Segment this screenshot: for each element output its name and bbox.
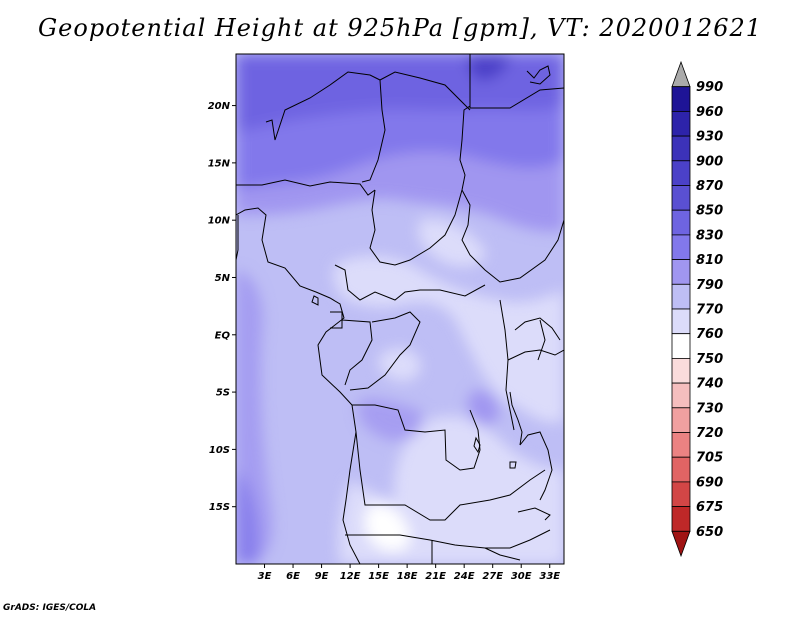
field-810-east bbox=[468, 390, 499, 426]
lon-tick-label: 12E bbox=[340, 571, 361, 582]
lon-tick-label: 24E bbox=[454, 571, 475, 582]
colorbar-cell bbox=[671, 481, 691, 507]
colorbar-label: 760 bbox=[696, 327, 723, 342]
colorbar-cell bbox=[671, 209, 691, 236]
lon-tick-label: 27E bbox=[482, 571, 503, 582]
colorbar-cell bbox=[671, 185, 691, 211]
field-830-ocean bbox=[236, 470, 259, 564]
lake-victoria bbox=[514, 317, 561, 341]
field-870 bbox=[468, 54, 510, 81]
sinai-coast bbox=[526, 65, 551, 85]
lake-victoria-east bbox=[537, 319, 546, 361]
lake-tanganyika bbox=[509, 391, 523, 446]
colorbar-label: 650 bbox=[696, 525, 723, 540]
plot-frame bbox=[235, 53, 565, 565]
colorbar-label: 740 bbox=[696, 377, 723, 392]
lat-tick-label: 20N bbox=[208, 101, 231, 112]
lat-tick-label: 10S bbox=[209, 445, 230, 456]
west-border bbox=[236, 215, 239, 261]
longitude-axis: 3E 6E 9E 12E 15E 18E 21E 24E 27E 30E 33E bbox=[258, 564, 560, 582]
latitude-axis: 20N 15N 10N 5N EQ 5S 10S 15S bbox=[208, 101, 236, 513]
colorbar-label: 850 bbox=[696, 204, 723, 219]
colorbar-label: 990 bbox=[696, 80, 723, 95]
lat-tick-label: 15N bbox=[208, 158, 231, 169]
lake-small bbox=[509, 461, 517, 469]
lon-tick-label: 18E bbox=[397, 571, 418, 582]
field-760 bbox=[364, 504, 411, 552]
colorbar-label: 870 bbox=[696, 179, 723, 194]
colorbar-cell bbox=[671, 234, 691, 260]
lon-tick-label: 6E bbox=[286, 571, 300, 582]
lat-tick-label: 10N bbox=[208, 216, 231, 227]
colorbar-label: 810 bbox=[696, 253, 723, 268]
colorbar-label: 790 bbox=[696, 278, 723, 293]
colorbar-cell bbox=[671, 283, 691, 310]
field-770-chad bbox=[418, 219, 486, 267]
colorbar-label: 690 bbox=[696, 475, 723, 490]
zimbabwe-border bbox=[484, 547, 521, 561]
gabon-congo-border bbox=[341, 319, 373, 386]
car-border bbox=[334, 264, 486, 301]
zambia-border bbox=[355, 431, 546, 521]
colorbar-cell bbox=[671, 333, 691, 359]
map-title: Geopotential Height at 925hPa [gpm], VT:… bbox=[38, 14, 762, 42]
colorbar-label: 770 bbox=[696, 303, 723, 318]
lon-tick-label: 30E bbox=[511, 571, 532, 582]
colorbar-cell bbox=[671, 407, 691, 433]
west-coastline bbox=[236, 207, 361, 564]
sahara-borders bbox=[265, 71, 471, 141]
lake-mweru bbox=[473, 436, 481, 454]
field-770-basin bbox=[378, 348, 421, 382]
chad-border bbox=[369, 105, 471, 266]
bioko-island bbox=[311, 295, 319, 306]
colorbar-cell bbox=[671, 382, 691, 409]
colorbar-label: 705 bbox=[696, 451, 723, 466]
lon-tick-label: 15E bbox=[368, 571, 389, 582]
lon-tick-label: 21E bbox=[425, 571, 446, 582]
botswana-border bbox=[345, 529, 551, 549]
colorbar-cell bbox=[671, 135, 691, 162]
lat-tick-label: 5S bbox=[216, 388, 230, 399]
colorbar-cell bbox=[671, 160, 691, 186]
colorbar-label: 960 bbox=[696, 105, 723, 120]
colorbar-cell bbox=[671, 111, 691, 137]
height-field bbox=[236, 54, 564, 564]
lat-tick-label: 5N bbox=[215, 273, 231, 284]
congo-drc-border bbox=[349, 311, 421, 391]
east-border bbox=[499, 299, 515, 431]
colorbar-cell bbox=[671, 86, 691, 112]
lake-kariba bbox=[517, 507, 551, 521]
colorbar-top-triangle bbox=[671, 60, 691, 88]
colorbar-label: 675 bbox=[696, 500, 723, 515]
lat-tick-label: EQ bbox=[215, 330, 231, 341]
colorbar-label: 720 bbox=[696, 426, 723, 441]
kenya-border bbox=[507, 349, 564, 361]
coastlines-borders bbox=[236, 54, 564, 564]
colorbar: 990 960 930 900 870 850 830 810 790 770 760 750 740 7… bbox=[671, 60, 723, 558]
lon-tick-label: 33E bbox=[539, 571, 560, 582]
colorbar-cell bbox=[671, 259, 691, 285]
egypt-border bbox=[469, 54, 564, 109]
lake-malawi bbox=[519, 431, 553, 501]
lon-tick-label: 9E bbox=[315, 571, 329, 582]
lat-tick-label: 15S bbox=[209, 502, 230, 513]
colorbar-label: 900 bbox=[696, 154, 723, 169]
colorbar-label: 750 bbox=[696, 352, 723, 367]
grads-credit: GrADS: IGES/COLA bbox=[3, 603, 97, 613]
colorbar-label: 930 bbox=[696, 130, 723, 145]
colorbar-label: 730 bbox=[696, 401, 723, 416]
sudan-border bbox=[461, 189, 564, 283]
sahel-border bbox=[236, 179, 376, 196]
colorbar-cell bbox=[671, 432, 691, 458]
lon-tick-label: 3E bbox=[258, 571, 272, 582]
colorbar-bottom-triangle bbox=[671, 530, 691, 558]
colorbar-label: 830 bbox=[696, 228, 723, 243]
colorbar-cell bbox=[671, 506, 691, 532]
colorbar-cell bbox=[671, 308, 691, 335]
colorbar-cell bbox=[671, 456, 691, 483]
colorbar-cell bbox=[671, 357, 691, 384]
niger-chad-border bbox=[361, 79, 386, 183]
